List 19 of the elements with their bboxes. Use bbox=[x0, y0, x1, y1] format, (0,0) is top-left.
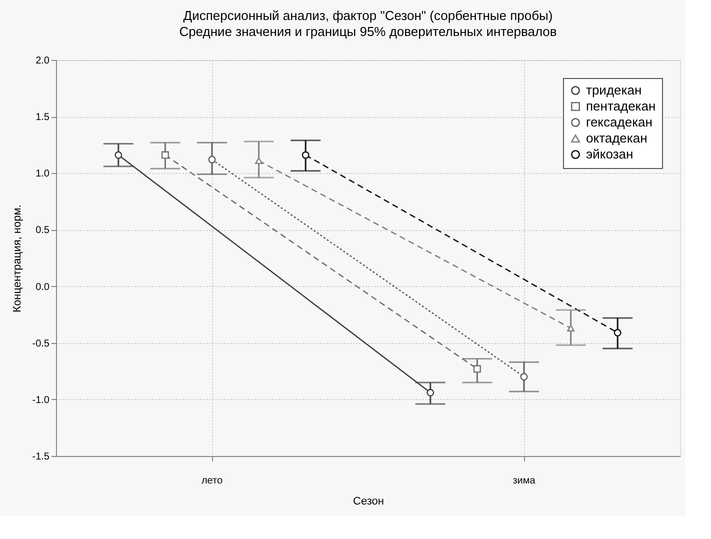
legend-label: октадекан bbox=[586, 130, 648, 146]
chart-subtitle: Средние значения и границы 95% доверительных интервалов bbox=[179, 24, 557, 39]
legend-label: пентадекан bbox=[586, 98, 656, 114]
y-tick-label: 1.5 bbox=[36, 112, 50, 124]
y-tick-label: -1.0 bbox=[32, 394, 50, 406]
y-tick-label: -0.5 bbox=[32, 338, 50, 350]
y-tick-label: 2.0 bbox=[36, 56, 50, 66]
legend-label: гексадекан bbox=[586, 114, 652, 130]
chart-title: Дисперсионный анализ, фактор "Сезон" (сорбентные пробы) bbox=[183, 8, 553, 23]
legend-label: тридекан bbox=[586, 82, 642, 98]
x-tick-label: зима bbox=[512, 476, 536, 486]
y-tick-label: 0.0 bbox=[36, 282, 50, 293]
y-axis-title: Концентрация, норм. bbox=[11, 204, 24, 312]
legend-label: эйкозан bbox=[586, 146, 634, 162]
y-tick-label: -1.5 bbox=[32, 452, 50, 462]
y-tick-label: 0.5 bbox=[36, 225, 50, 236]
x-axis-title: Сезон bbox=[353, 496, 384, 508]
x-tick-label: лето bbox=[201, 476, 223, 486]
y-tick-label: 1.0 bbox=[36, 168, 50, 180]
